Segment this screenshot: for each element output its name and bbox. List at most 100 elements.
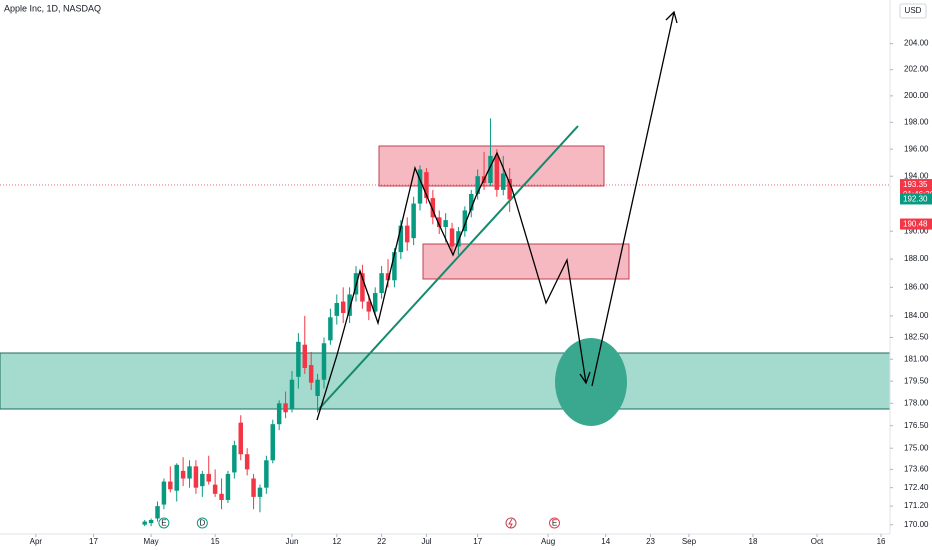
candle-body <box>212 484 218 494</box>
candle-body <box>449 228 455 247</box>
candle-body <box>501 173 506 190</box>
y-tick-label: 194.00 <box>904 171 929 180</box>
x-tick-label: 15 <box>211 537 220 546</box>
y-tick-label: 204.00 <box>904 39 929 48</box>
candle-body <box>244 454 250 470</box>
x-tick-label: 12 <box>332 537 341 546</box>
y-tick-label: 186.00 <box>904 282 929 291</box>
x-tick-label: 18 <box>749 537 758 546</box>
candle-body <box>475 176 480 194</box>
y-tick-label: 196.00 <box>904 144 929 153</box>
candle-body <box>219 493 224 500</box>
candle-body <box>321 343 327 380</box>
y-tick-label: 173.60 <box>904 464 929 473</box>
projection <box>316 10 678 421</box>
candle-body <box>424 172 429 199</box>
event-marker <box>158 517 170 529</box>
candle-body <box>392 252 397 281</box>
event-marker <box>548 517 560 529</box>
candle-body <box>264 460 269 488</box>
candle-body <box>360 273 365 302</box>
x-tick-label: 16 <box>877 537 886 546</box>
candle-body <box>302 344 308 369</box>
x-tick-label: 17 <box>89 537 98 546</box>
candle-body <box>398 225 404 253</box>
x-tick-label: 23 <box>646 537 655 546</box>
y-tick-label: 179.50 <box>904 376 929 385</box>
candle-body <box>180 470 186 479</box>
candle-body <box>379 273 384 294</box>
event-label: E <box>161 519 166 528</box>
candle-body <box>232 445 237 473</box>
candle-body <box>238 422 243 455</box>
dividend-icon <box>505 517 517 529</box>
event-marker <box>196 517 208 529</box>
candle-body <box>328 317 333 341</box>
x-tick-label: Jul <box>421 537 431 546</box>
price-label: 193.35 <box>903 180 928 189</box>
price-label-box <box>900 193 932 205</box>
candle-body <box>411 203 416 239</box>
y-tick-label: 188.00 <box>904 254 929 263</box>
y-tick-label: 198.00 <box>904 117 929 126</box>
candle-body <box>148 520 154 524</box>
support-zone <box>0 352 891 410</box>
y-tick-label: 171.20 <box>904 501 929 510</box>
candle-body <box>456 231 461 247</box>
candle-body <box>251 478 256 497</box>
candle-body <box>436 217 442 228</box>
candle-body <box>283 403 288 413</box>
candle-body <box>315 379 320 396</box>
candle-body <box>276 403 282 425</box>
price-label-box <box>900 218 932 230</box>
candle-body <box>289 379 295 410</box>
target-circle <box>555 338 627 426</box>
zigzag-path <box>316 151 587 421</box>
candle-body <box>469 193 474 211</box>
candle-body <box>168 481 173 490</box>
x-tick-label: Oct <box>811 537 824 546</box>
y-tick-label: 184.00 <box>904 311 929 320</box>
candle-body <box>372 293 378 312</box>
candle-body <box>155 506 160 519</box>
y-tick-label: 172.40 <box>904 483 929 492</box>
resistance-zone <box>422 243 630 280</box>
chart-title: Apple Inc, 1D, NASDAQ <box>4 3 101 13</box>
candle-body <box>430 198 436 218</box>
currency-box[interactable] <box>899 3 927 19</box>
x-tick-label: Jun <box>286 537 299 546</box>
candle-body <box>507 178 512 200</box>
x-tick-label: May <box>144 537 159 546</box>
candle-body <box>462 210 468 232</box>
candle-body <box>404 225 410 243</box>
y-tick-label: 181.00 <box>904 354 929 363</box>
candle-body <box>347 294 352 316</box>
event-label: E <box>552 519 557 528</box>
candle-body <box>366 301 372 312</box>
price-label: 192.30 <box>903 195 928 204</box>
x-tick-label: Apr <box>30 537 43 546</box>
arrow-head <box>665 10 678 24</box>
y-tick-label: 170.00 <box>904 520 929 529</box>
x-tick-label: 22 <box>377 537 386 546</box>
candle-body <box>417 169 423 204</box>
y-tick-label: 178.00 <box>904 398 929 407</box>
projection-line <box>591 11 675 387</box>
price-axis <box>890 0 932 550</box>
x-tick-label: 17 <box>473 537 482 546</box>
candle-body <box>161 481 167 505</box>
candle-body <box>193 466 199 488</box>
y-tick-label: 182.50 <box>904 333 929 342</box>
y-tick-label: 202.00 <box>904 65 929 74</box>
candle-body <box>174 464 179 491</box>
candle-body <box>340 301 346 313</box>
arrow-head <box>579 371 591 385</box>
candle-body <box>385 273 391 281</box>
candle-body <box>488 155 493 184</box>
candle-body <box>142 521 147 525</box>
candle-body <box>225 473 231 500</box>
drawings <box>0 125 891 426</box>
currency[interactable]: USD <box>905 6 922 15</box>
candle-body <box>296 341 301 377</box>
